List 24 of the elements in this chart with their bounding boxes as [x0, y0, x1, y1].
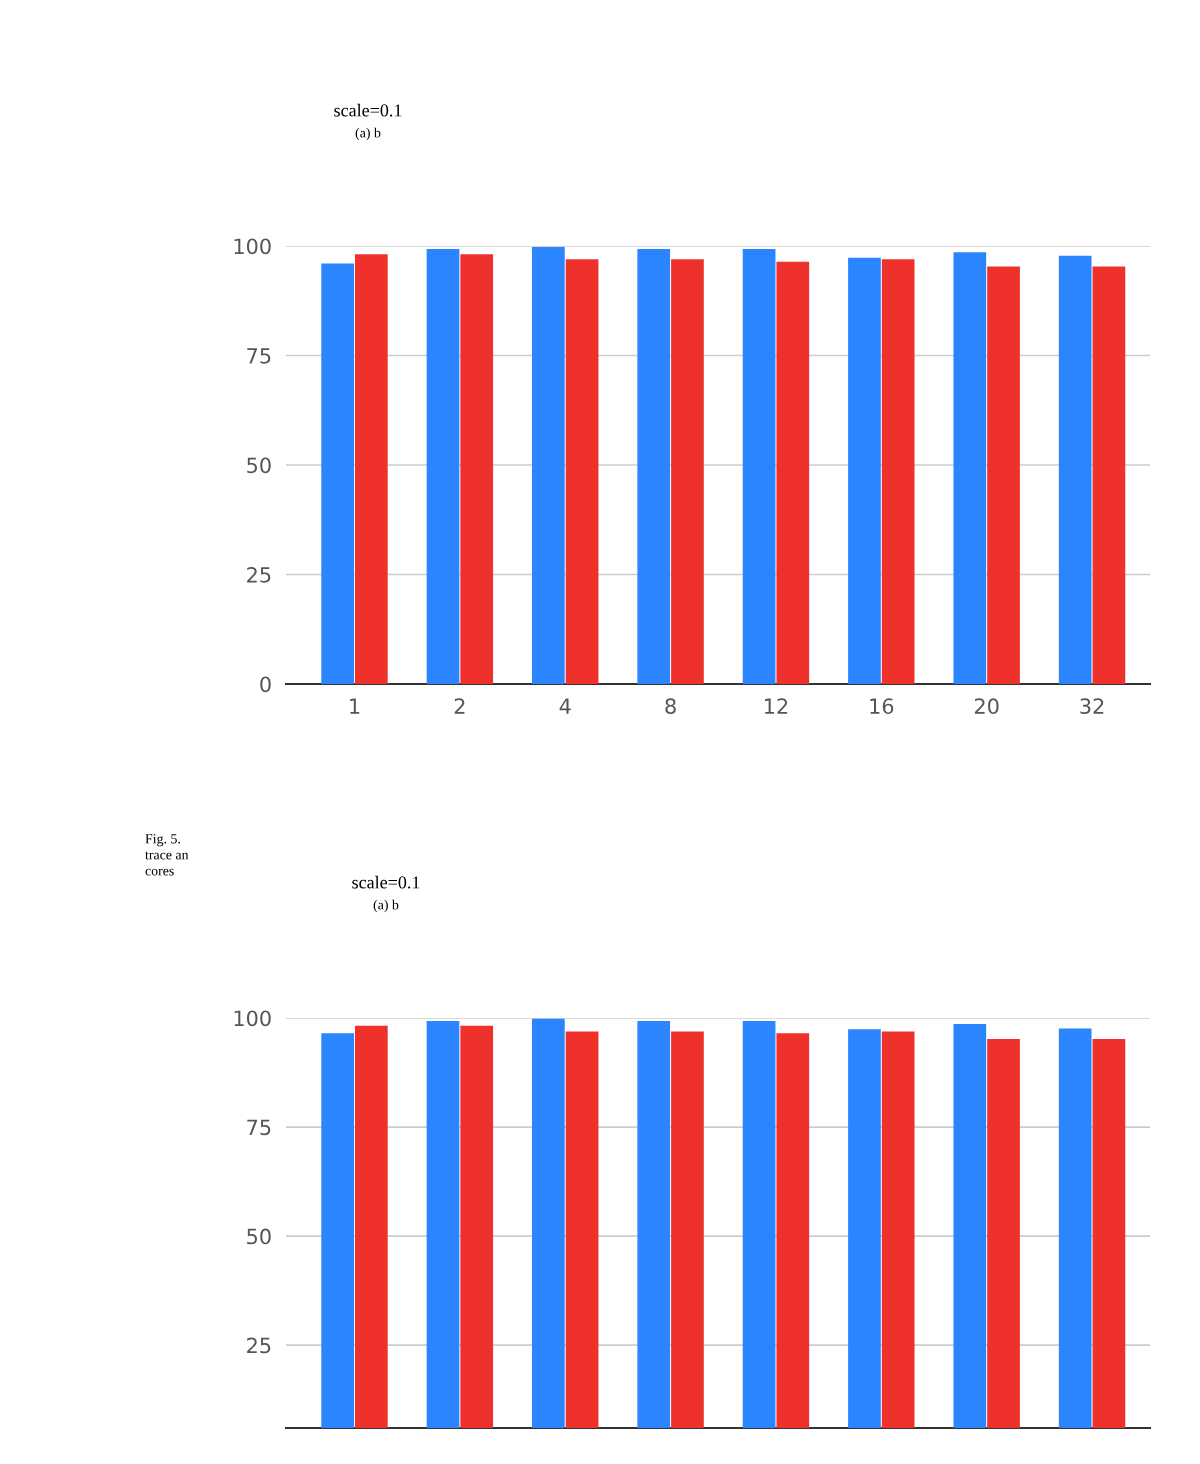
x-tick-label: 16 — [870, 698, 894, 715]
chart-title: scale=0.1 — [352, 875, 420, 889]
x-tick-label: 32 — [1080, 698, 1104, 715]
x-tick-label: 1 — [350, 698, 360, 714]
x-tick-label: 8 — [665, 698, 676, 715]
y-tick-label: 50 — [247, 457, 271, 474]
x-tick-label: 2 — [454, 698, 465, 714]
x-tick-label: 4 — [559, 698, 571, 714]
y-tick-label: 50 — [247, 1228, 271, 1245]
text: cores — [145, 868, 174, 876]
y-tick-label: 25 — [247, 566, 271, 583]
chart-subtitle: (a) b — [355, 127, 381, 141]
x-tick-label: 12 — [764, 698, 788, 714]
chart-subtitle: (a) b — [373, 899, 399, 913]
y-tick-label: 100 — [234, 238, 271, 255]
chart-title: scale=0.1 — [334, 103, 402, 117]
x-tick-label: 20 — [974, 698, 999, 715]
y-tick-label: 75 — [247, 348, 271, 364]
y-tick-label: 100 — [234, 1010, 271, 1027]
caption: Fig. 5. — [145, 834, 180, 847]
y-tick-label: 25 — [247, 1337, 271, 1354]
y-tick-label: 75 — [247, 1119, 271, 1136]
y-tick-label: 0 — [260, 676, 271, 693]
text: trace an — [145, 851, 189, 860]
